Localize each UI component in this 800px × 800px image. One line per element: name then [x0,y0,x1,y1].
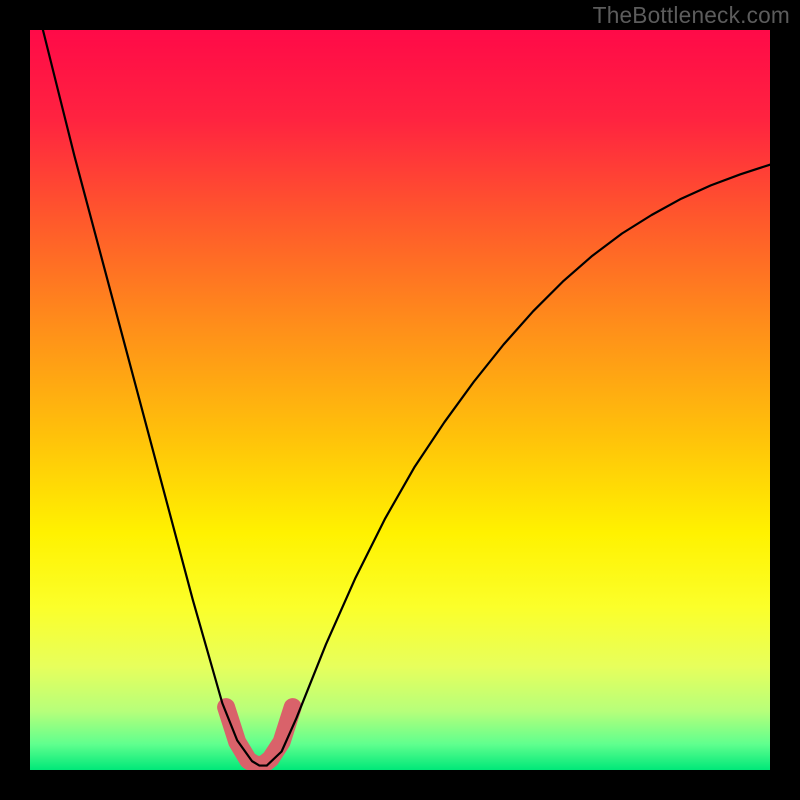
watermark-text: TheBottleneck.com [593,2,790,29]
plot-area [30,30,770,770]
stage: TheBottleneck.com [0,0,800,800]
gradient-background [30,30,770,770]
plot-svg [30,30,770,770]
